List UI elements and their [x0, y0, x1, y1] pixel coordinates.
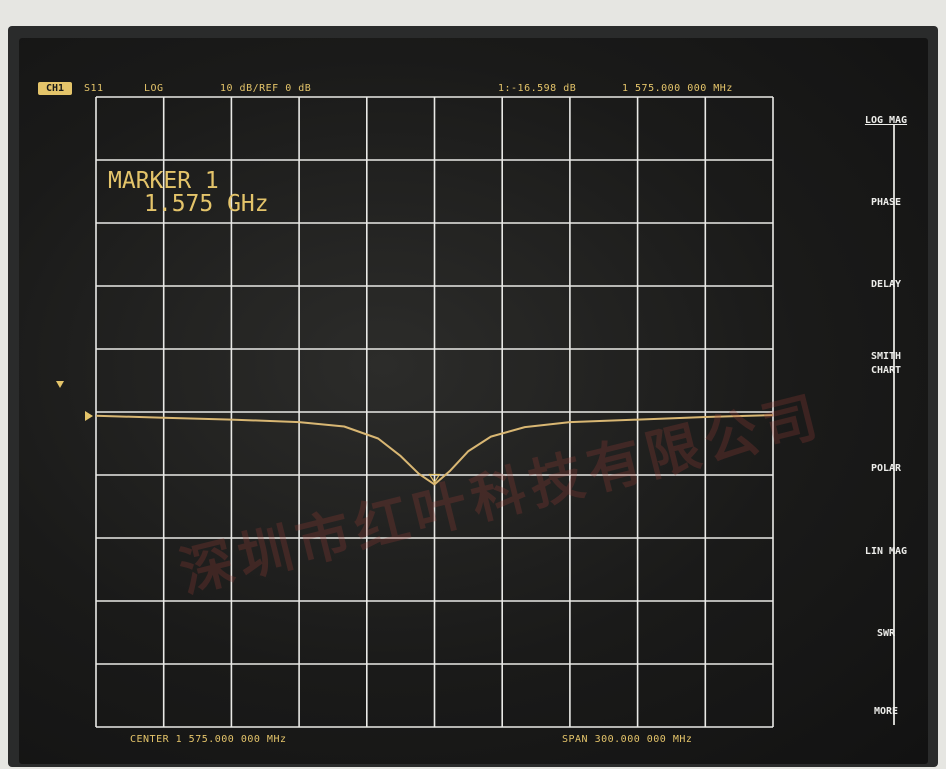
analyzer-screen — [19, 38, 928, 764]
softkey-smith-chart[interactable]: SMITH CHART — [870, 351, 902, 376]
softkey-log-mag[interactable]: LOG MAG — [864, 115, 908, 126]
reference-level-icon — [85, 411, 93, 421]
marker-readout: 1:-16.598 dB — [498, 83, 577, 94]
softkey-swr[interactable]: SWR — [876, 628, 896, 639]
center-frequency-label: CENTER 1 575.000 000 MHz — [130, 734, 287, 745]
softkey-lin-mag[interactable]: LIN MAG — [864, 546, 908, 557]
softkey-more[interactable]: MORE — [873, 706, 899, 717]
softkey-divider — [893, 125, 895, 725]
plot-grid — [95, 96, 774, 728]
marker-1-icon[interactable] — [428, 473, 441, 484]
scale-label: 10 dB/REF 0 dB — [220, 83, 312, 94]
span-label: SPAN 300.000 000 MHz — [562, 734, 693, 745]
format-label: LOG — [144, 83, 164, 94]
s11-trace — [95, 414, 774, 486]
softkey-delay[interactable]: DELAY — [870, 279, 902, 290]
marker-title: MARKER 1 — [108, 168, 219, 194]
marker-frequency: 1.575 GHz — [144, 191, 269, 217]
channel-badge[interactable]: CH1 — [38, 82, 72, 95]
softkey-polar[interactable]: POLAR — [870, 463, 902, 474]
softkey-menu: LOG MAG PHASE DELAY SMITH CHART POLAR LIN MAG… — [836, 96, 936, 736]
marker-info-box: MARKER 1 1.575 GHz — [108, 170, 269, 216]
softkey-phase[interactable]: PHASE — [870, 197, 902, 208]
reference-position-icon — [56, 381, 64, 388]
marker-frequency-readout: 1 575.000 000 MHz — [622, 83, 733, 94]
parameter-label: S11 — [84, 83, 104, 94]
